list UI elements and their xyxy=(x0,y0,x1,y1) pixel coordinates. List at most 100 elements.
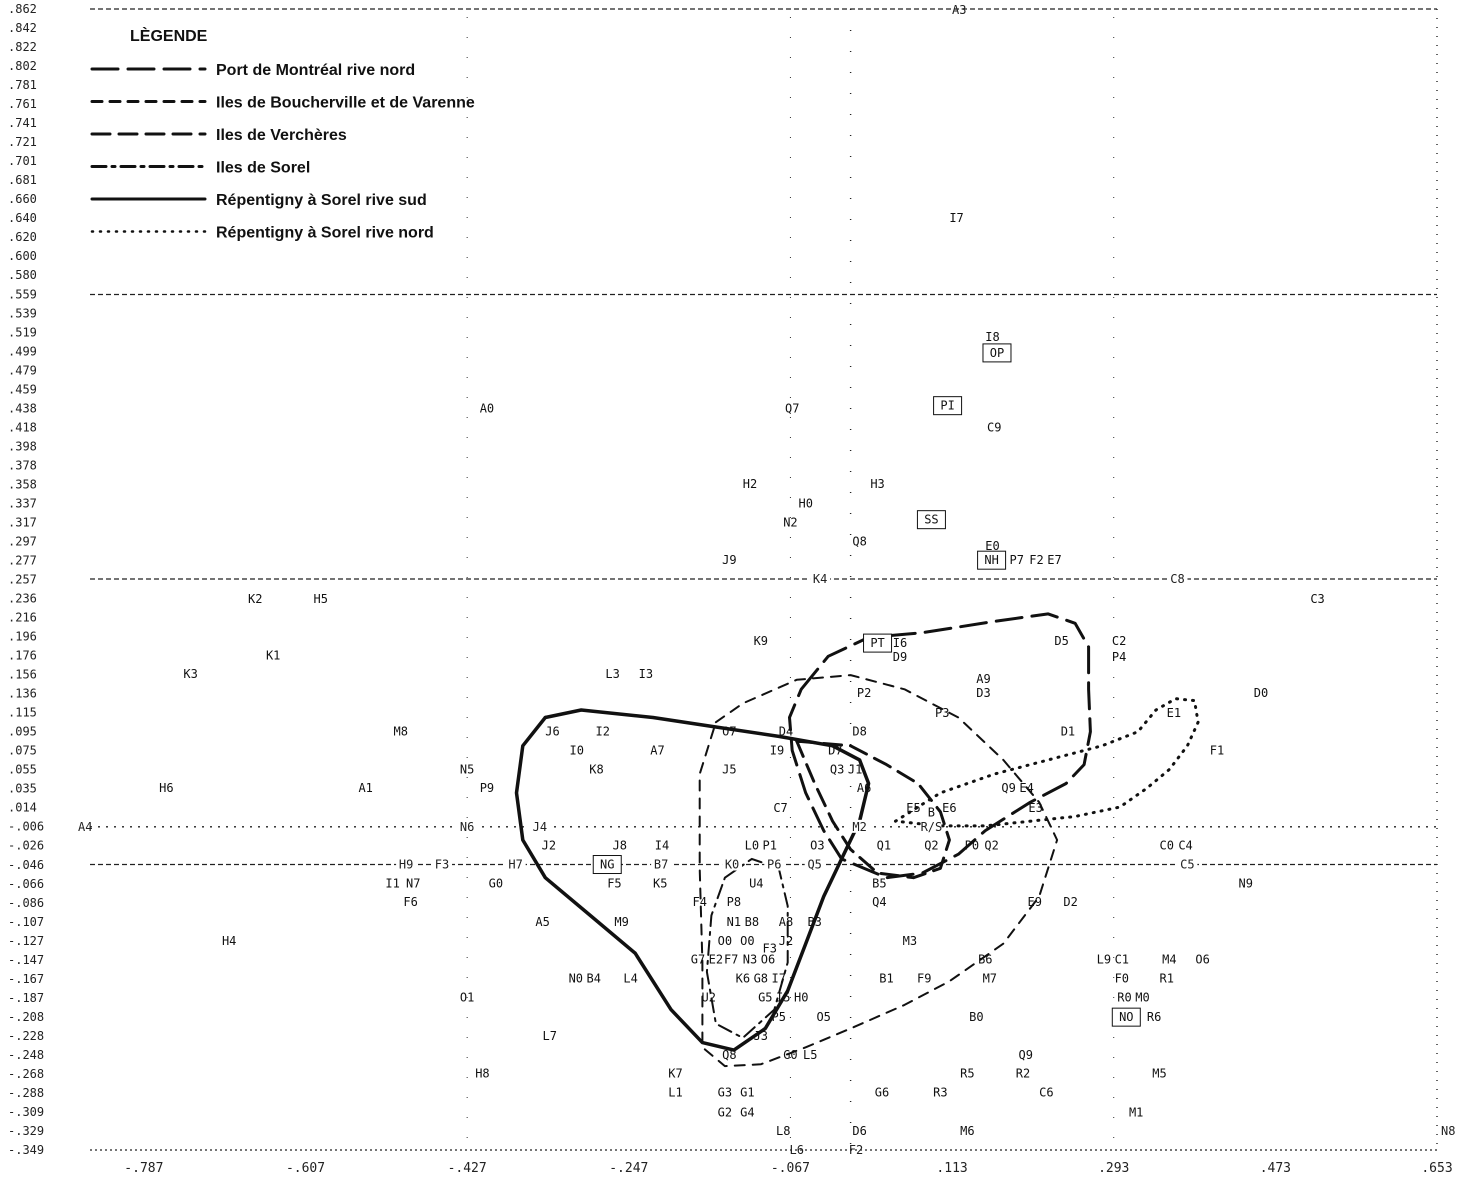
point-label: PT xyxy=(870,636,884,650)
y-tick-label: .862 xyxy=(8,2,37,16)
point-label: F1 xyxy=(1210,744,1224,758)
point-label: D5 xyxy=(1054,634,1068,648)
label-backdrop xyxy=(764,857,785,871)
label-backdrop xyxy=(921,819,942,833)
point-label: L7 xyxy=(543,1029,557,1043)
label-backdrop xyxy=(651,857,672,871)
point-label: E7 xyxy=(1047,553,1061,567)
legend-label: Port de Montréal rive nord xyxy=(216,62,415,79)
x-tick-label: .113 xyxy=(936,1161,967,1176)
y-tick-label: .035 xyxy=(8,782,37,796)
point-label: C9 xyxy=(987,420,1001,434)
point-label: Q9 xyxy=(1001,781,1015,795)
point-label: OP xyxy=(990,346,1004,360)
point-label: H8 xyxy=(475,1067,489,1081)
y-tick-label: .822 xyxy=(8,40,37,54)
point-label: B0 xyxy=(969,1010,983,1024)
y-tick-label: .741 xyxy=(8,116,37,130)
point-label: Q7 xyxy=(785,401,799,415)
y-tick-label: -.208 xyxy=(8,1010,44,1024)
y-tick-label: -.066 xyxy=(8,877,44,891)
point-label: C1 xyxy=(1115,953,1129,967)
point-label: E1 xyxy=(1167,706,1181,720)
point-label: D3 xyxy=(976,686,990,700)
point-label: M9 xyxy=(614,915,628,929)
y-tick-label: -.086 xyxy=(8,896,44,910)
point-label: F0 xyxy=(1115,972,1129,986)
point-label: M3 xyxy=(903,934,917,948)
legend-title: LÈGENDE xyxy=(130,26,208,45)
y-tick-label: -.167 xyxy=(8,972,44,986)
x-tick-label: -.427 xyxy=(448,1161,487,1176)
y-tick-label: -.187 xyxy=(8,991,44,1005)
point-label: C4 xyxy=(1178,839,1192,853)
label-backdrop xyxy=(722,857,743,871)
point-label: F7 xyxy=(724,953,738,967)
y-tick-label: .156 xyxy=(8,668,37,682)
point-label: O6 xyxy=(1195,953,1209,967)
y-tick-label: .075 xyxy=(8,744,37,758)
y-tick-label: .479 xyxy=(8,363,37,377)
point-label: O3 xyxy=(810,839,824,853)
label-backdrop xyxy=(1177,857,1198,871)
y-tick-label: .196 xyxy=(8,630,37,644)
point-box xyxy=(933,396,963,416)
point-label: E0 xyxy=(985,539,999,553)
point-label: E2 xyxy=(709,953,723,967)
grid-line-label: M2 xyxy=(852,820,866,834)
point-label: I4 xyxy=(655,839,669,853)
grid-line-label: C8 xyxy=(1170,572,1184,586)
point-label: P1 xyxy=(763,839,777,853)
legend: LÈGENDE Port de Montréal rive nord Iles de… xyxy=(90,26,475,242)
point-label: U2 xyxy=(701,990,715,1004)
point-label: J2 xyxy=(779,934,793,948)
point-label: L4 xyxy=(623,972,637,986)
y-tick-label: .277 xyxy=(8,553,37,567)
y-tick-label: .539 xyxy=(8,306,37,320)
point-label: O1 xyxy=(460,990,474,1004)
point-label: N7 xyxy=(406,876,420,890)
point-label: Q2 xyxy=(924,839,938,853)
legend-label: Répentigny à Sorel rive nord xyxy=(216,225,434,242)
point-label: D4 xyxy=(779,725,793,739)
point-label: Q4 xyxy=(872,895,886,909)
y-tick-label: -.127 xyxy=(8,934,44,948)
point-label: D9 xyxy=(893,650,907,664)
point-label: B4 xyxy=(587,972,601,986)
point-label: O7 xyxy=(722,725,736,739)
y-tick-label: .499 xyxy=(8,344,37,358)
point-label: N0 xyxy=(569,972,583,986)
label-backdrop xyxy=(457,819,478,833)
point-label: K3 xyxy=(183,667,197,681)
border-marker: N8 xyxy=(1441,1124,1455,1138)
point-label: P3 xyxy=(935,706,949,720)
point-label: B1 xyxy=(879,972,893,986)
point-label: N2 xyxy=(783,515,797,529)
point-label: L3 xyxy=(605,667,619,681)
y-tick-label: .297 xyxy=(8,534,37,548)
point-label: A1 xyxy=(358,781,372,795)
point-label: P7 xyxy=(1010,553,1024,567)
point-label: E4 xyxy=(1019,781,1033,795)
y-tick-label: -.006 xyxy=(8,820,44,834)
point-label: N9 xyxy=(1238,876,1252,890)
point-label: G1 xyxy=(740,1086,754,1100)
point-label: Q3 xyxy=(830,762,844,776)
y-tick-label: .418 xyxy=(8,420,37,434)
y-tick-label: -.026 xyxy=(8,839,44,853)
point-label: I8 xyxy=(985,330,999,344)
point-label: A6 xyxy=(857,781,871,795)
y-tick-label: .701 xyxy=(8,154,37,168)
point-label: Q8 xyxy=(852,534,866,548)
y-tick-label: .781 xyxy=(8,78,37,92)
point-label: P0 xyxy=(965,839,979,853)
grid-line-label: Q5 xyxy=(807,858,821,872)
point-label: I7 xyxy=(772,972,786,986)
y-tick-label: .761 xyxy=(8,97,37,111)
point-label: O0 xyxy=(718,934,732,948)
y-tick-label: .014 xyxy=(8,801,37,815)
point-label: E9 xyxy=(1027,895,1041,909)
border-marker: A3 xyxy=(952,3,966,17)
label-backdrop xyxy=(396,857,417,871)
